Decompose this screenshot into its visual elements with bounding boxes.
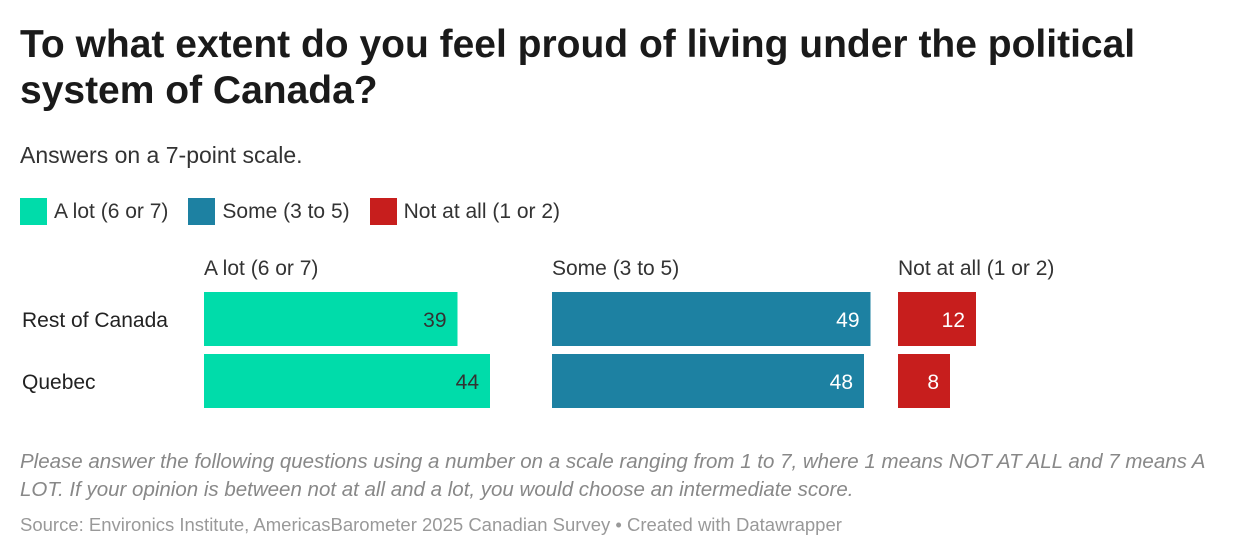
value-label-not-at-all-quebec: 8	[927, 371, 939, 394]
legend-item-some: Some (3 to 5)	[188, 198, 350, 225]
bar-some-rest-of-canada	[552, 292, 871, 346]
legend-item-a-lot: A lot (6 or 7)	[20, 198, 168, 225]
bar-some-quebec	[552, 354, 864, 408]
chart-note: Please answer the following questions us…	[20, 450, 1205, 501]
value-label-a-lot-rest-of-canada: 39	[423, 309, 446, 332]
bar-not-at-all-quebec	[898, 354, 950, 408]
legend: A lot (6 or 7) Some (3 to 5) Not at all …	[20, 198, 580, 225]
panel-header-not-at-all: Not at all (1 or 2)	[898, 257, 1054, 280]
category-label-quebec: Quebec	[22, 371, 96, 394]
value-label-some-rest-of-canada: 49	[836, 309, 859, 332]
chart-title: To what extent do you feel proud of livi…	[20, 23, 1136, 112]
chart-source: Source: Environics Institute, AmericasBa…	[20, 514, 842, 535]
legend-item-not-at-all: Not at all (1 or 2)	[369, 198, 561, 225]
legend-swatch-a-lot	[20, 198, 47, 225]
bar-chart: Rest of Canada Quebec A lot (6 or 7) 39 44 So…	[22, 257, 1054, 408]
category-label-rest-of-canada: Rest of Canada	[22, 309, 168, 332]
value-label-a-lot-quebec: 44	[456, 371, 480, 394]
value-label-not-at-all-rest-of-canada: 12	[942, 309, 965, 332]
bar-a-lot-rest-of-canada	[204, 292, 458, 346]
legend-label-not-at-all: Not at all (1 or 2)	[403, 199, 561, 223]
legend-swatch-some	[188, 198, 216, 225]
bar-not-at-all-rest-of-canada	[898, 292, 976, 346]
legend-swatch-not-at-all	[369, 198, 397, 225]
panel-header-some: Some (3 to 5)	[552, 257, 679, 280]
chart-subtitle: Answers on a 7-point scale.	[20, 142, 303, 168]
bar-a-lot-quebec	[204, 354, 490, 408]
legend-label-some: Some (3 to 5)	[222, 199, 350, 223]
panel-header-a-lot: A lot (6 or 7)	[204, 257, 318, 280]
legend-label-a-lot: A lot (6 or 7)	[54, 199, 169, 223]
value-label-some-quebec: 48	[830, 371, 853, 394]
